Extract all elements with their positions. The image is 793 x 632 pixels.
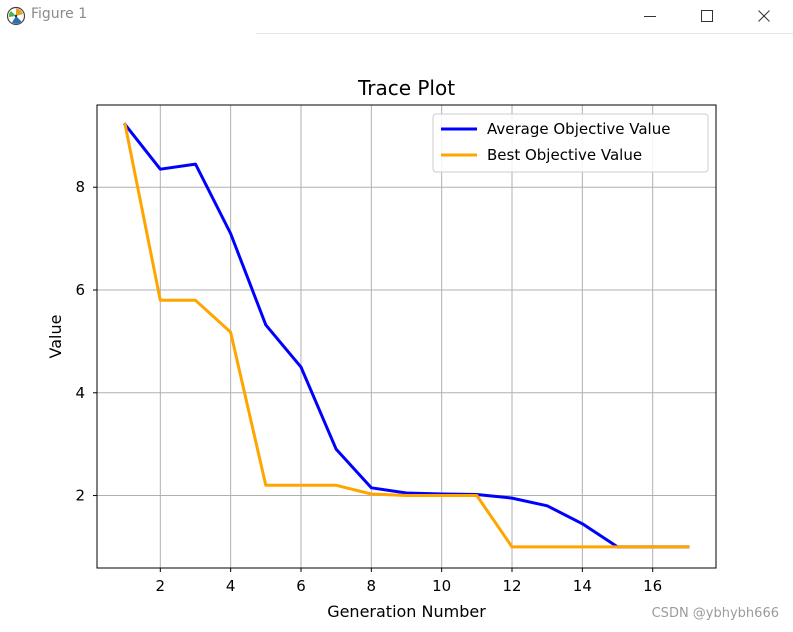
matplotlib-icon <box>6 6 26 26</box>
legend-label: Average Objective Value <box>487 120 670 138</box>
chart-title: Trace Plot <box>357 76 455 100</box>
y-tick-label: 2 <box>75 487 85 505</box>
x-tick-label: 6 <box>296 577 306 595</box>
maximize-icon <box>701 10 713 22</box>
maximize-button[interactable] <box>684 0 730 32</box>
title-bar: Figure 1 <box>0 0 793 32</box>
minimize-icon <box>644 16 656 17</box>
x-axis-label: Generation Number <box>327 602 486 621</box>
legend-box <box>432 113 709 173</box>
minimize-button[interactable] <box>627 0 673 32</box>
titlebar-divider <box>256 33 793 34</box>
legend-label: Best Objective Value <box>487 146 642 164</box>
x-tick-label: 16 <box>643 577 662 595</box>
grid-lines <box>97 105 716 568</box>
legend: Average Objective Value Best Objective Va… <box>432 113 709 173</box>
x-tick-label: 10 <box>432 577 451 595</box>
plot-frame <box>96 104 717 569</box>
x-tick-label: 2 <box>156 577 166 595</box>
close-icon <box>758 10 770 22</box>
series-line-average <box>122 122 690 549</box>
axis-ticks: 2 4 6 8 10 12 14 16 2 4 6 8 <box>75 178 662 595</box>
x-tick-label: 14 <box>573 577 592 595</box>
x-tick-label: 12 <box>502 577 521 595</box>
close-button[interactable] <box>741 0 787 32</box>
y-tick-label: 6 <box>75 281 85 299</box>
series-line-best <box>123 122 690 549</box>
watermark: CSDN @ybhybh666 <box>651 606 779 621</box>
x-tick-label: 8 <box>367 577 377 595</box>
x-tick-label: 4 <box>226 577 236 595</box>
y-tick-label: 4 <box>75 384 85 402</box>
figure-canvas: 2 4 6 8 10 12 14 16 2 4 6 8 Trace Plot Generation N… <box>46 76 717 621</box>
window-title: Figure 1 <box>31 6 88 22</box>
y-tick-label: 8 <box>75 178 85 196</box>
plot-lines <box>122 122 690 549</box>
y-axis-label: Value <box>46 315 65 359</box>
